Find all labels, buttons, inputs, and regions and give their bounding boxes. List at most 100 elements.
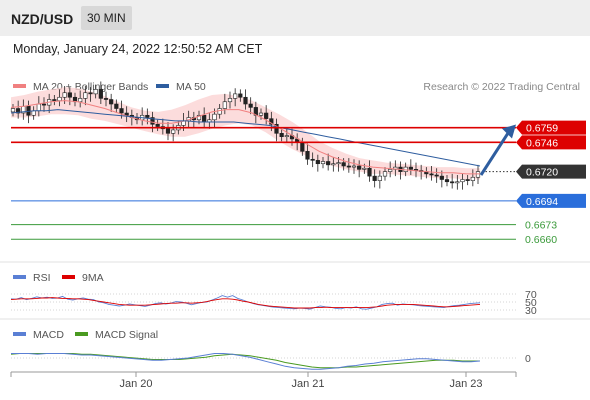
rsi-tick-label: 70 [525, 289, 537, 301]
level-price-label: 0.6759 [526, 123, 558, 135]
candle-body [372, 175, 377, 181]
candle-body [150, 117, 155, 125]
rsi-line [10, 295, 481, 310]
candle-body [279, 133, 284, 137]
candle-body [357, 165, 362, 170]
legend-swatch [156, 84, 169, 88]
candle-body [57, 96, 62, 101]
candle [264, 105, 269, 125]
candle-body [465, 179, 470, 181]
candle-body [450, 181, 455, 184]
candle [238, 89, 243, 102]
legend-label: MA 50 [176, 81, 206, 93]
level-price-label: 0.6694 [526, 196, 558, 208]
candle-body [16, 108, 21, 114]
x-tick-label: Jan 21 [291, 378, 324, 390]
candle [408, 159, 413, 175]
candle-body [212, 113, 217, 121]
legend-label: 9MA [82, 272, 104, 284]
candle-body [243, 96, 248, 105]
legend-label: MACD Signal [95, 329, 158, 341]
projection-arrowhead [502, 124, 516, 139]
candle-body [408, 166, 413, 170]
candle [279, 128, 284, 142]
candle [93, 84, 98, 99]
candle-body [367, 167, 372, 177]
candle [341, 158, 346, 171]
candle [103, 91, 109, 107]
candle-body [62, 92, 67, 98]
candle-body [248, 103, 253, 108]
level-price-box [516, 135, 586, 150]
candle-body [41, 103, 47, 106]
candle-body [36, 103, 41, 112]
candle-body [439, 175, 444, 180]
legend-label: RSI [33, 272, 51, 284]
candle [98, 81, 103, 105]
candle [83, 85, 88, 106]
legend-swatch [13, 275, 26, 279]
candle-body [145, 114, 150, 118]
bollinger-band [11, 87, 480, 180]
candle-body [434, 174, 439, 177]
candle-body [238, 93, 243, 98]
candle-body [88, 92, 93, 95]
candle-body [444, 179, 450, 183]
candle-body [274, 123, 279, 134]
candle-body [284, 135, 289, 137]
candle [346, 158, 351, 173]
candle-body [346, 165, 351, 168]
x-tick-label: Jan 23 [449, 378, 482, 390]
level-price-label: 0.6660 [525, 234, 557, 246]
candle-body [455, 181, 460, 184]
candle [109, 93, 114, 112]
candle-body [315, 160, 320, 165]
candle [227, 91, 233, 109]
legend-swatch [13, 332, 26, 336]
legend-swatch [13, 84, 26, 88]
rsi-ma-line [10, 297, 481, 309]
candle [444, 175, 450, 187]
candle-body [52, 99, 57, 101]
candle-body [222, 101, 227, 109]
candle-body [470, 176, 475, 181]
candle-body [103, 98, 109, 100]
candle-body [264, 112, 269, 119]
legend-label: MACD [33, 329, 64, 341]
candle [41, 97, 47, 112]
candle-body [429, 173, 434, 176]
candle [434, 168, 439, 183]
candle-body [124, 112, 129, 116]
candle-body [196, 114, 202, 121]
candle-body [93, 89, 98, 95]
candle [357, 160, 362, 178]
candle-body [336, 162, 341, 165]
candle [315, 154, 320, 172]
candle [367, 160, 372, 182]
rsi-tick-label: 50 [525, 297, 537, 309]
candle-body [341, 162, 346, 167]
candle-body [305, 151, 310, 160]
candle [377, 170, 382, 189]
candle-body [119, 108, 124, 114]
candle [470, 169, 475, 187]
candle [372, 169, 377, 188]
macd-signal-line [10, 353, 480, 369]
candle-body [227, 98, 233, 103]
candle-body [155, 123, 160, 127]
candle [465, 175, 470, 186]
candle-body [67, 92, 72, 98]
timeframe-button[interactable]: 30 MIN [81, 6, 132, 30]
candle [460, 173, 465, 190]
candle-body [258, 112, 264, 116]
level-price-label: 0.6746 [526, 137, 558, 149]
macd-line [11, 353, 481, 370]
candle-body [83, 92, 88, 99]
candle-body [165, 128, 171, 134]
datetime-label: Monday, January 24, 2022 12:50:52 AM CET [13, 42, 263, 56]
candle [439, 170, 444, 188]
x-tick-label: Jan 20 [119, 378, 152, 390]
level-price-label: 0.6720 [526, 167, 558, 179]
candle [305, 143, 310, 165]
